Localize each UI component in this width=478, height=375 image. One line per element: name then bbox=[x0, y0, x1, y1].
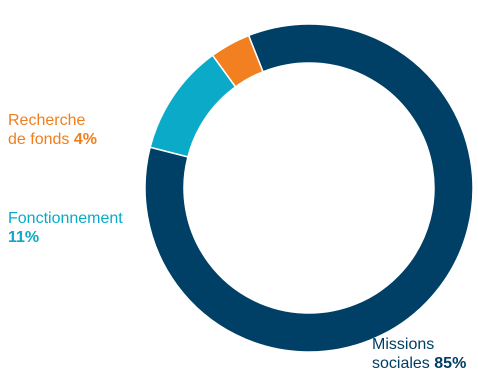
slice-label-line1: Recherche bbox=[8, 112, 86, 129]
donut-slice-fonctionnement bbox=[149, 54, 237, 158]
donut-slice-missions-sociales bbox=[144, 23, 474, 353]
slice-label-line2: de fonds bbox=[8, 131, 70, 148]
slice-label-line1: Fonctionnement bbox=[8, 210, 123, 227]
slice-label-line2: sociales bbox=[372, 355, 430, 372]
slice-percent: 11% bbox=[8, 229, 40, 246]
slice-label-fonctionnement: Fonctionnement 11% bbox=[8, 209, 123, 247]
slice-label-recherche-de-fonds: Recherche de fonds 4% bbox=[8, 111, 97, 149]
slice-percent: 85% bbox=[434, 355, 467, 372]
slice-percent: 4% bbox=[73, 131, 97, 148]
slice-label-line1: Missions bbox=[372, 336, 435, 353]
donut-slice-recherche-de-fonds bbox=[211, 34, 264, 88]
slice-label-missions-sociales: Missions sociales 85% bbox=[372, 335, 466, 373]
donut-slices bbox=[144, 23, 474, 353]
